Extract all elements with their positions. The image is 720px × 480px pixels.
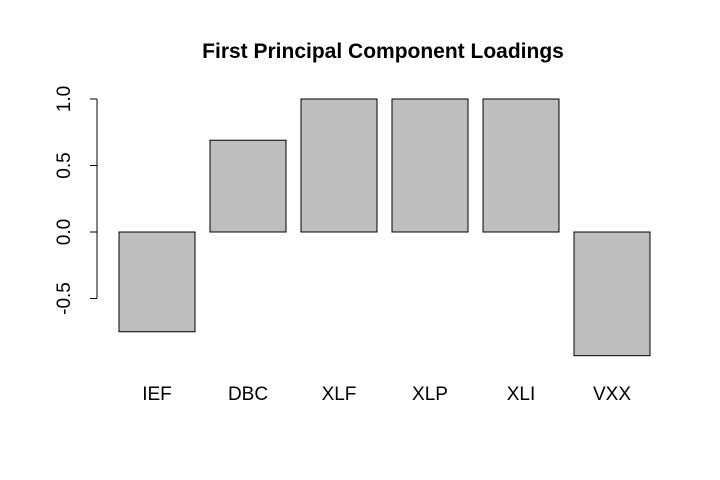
x-category-label-xlf: XLF [322,384,357,405]
y-tick-label: 0.0 [54,219,75,245]
bar-xlp [392,99,468,232]
x-category-label-xlp: XLP [412,384,448,405]
chart-title: First Principal Component Loadings [202,40,564,63]
x-category-label-xli: XLI [507,384,536,405]
x-axis-labels: IEF DBC XLF XLP XLI VXX [142,384,631,405]
y-tick-label: 0.5 [54,152,75,178]
y-tick-label: 1.0 [54,86,75,112]
bar-ief [119,232,195,332]
bar-xli [483,99,559,232]
x-category-label-dbc: DBC [228,384,268,405]
x-category-label-vxx: VXX [593,384,631,405]
x-category-label-ief: IEF [142,384,172,405]
bar-xlf [301,99,377,232]
bar-dbc [210,140,286,232]
y-axis: -0.5 0.0 0.5 1.0 [54,86,97,315]
bars [119,99,650,356]
bar-vxx [574,232,650,356]
y-tick-label: -0.5 [54,282,75,315]
